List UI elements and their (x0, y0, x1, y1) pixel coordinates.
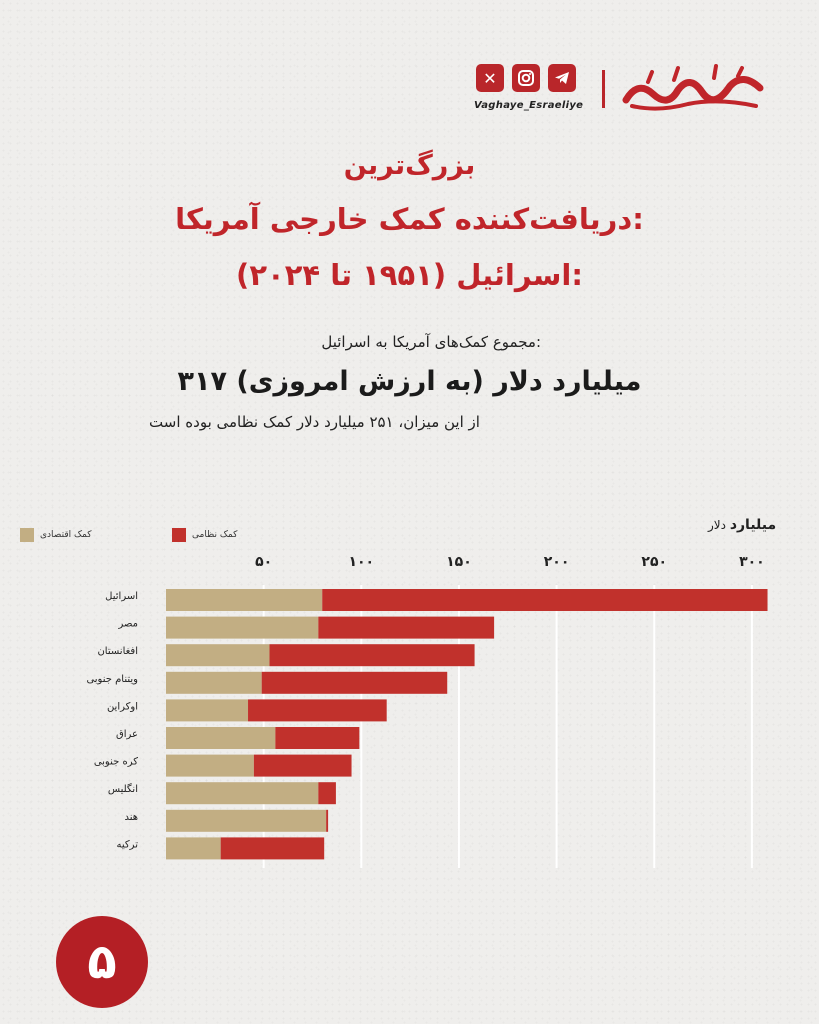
y-tick-label: اوکراین (107, 701, 138, 712)
bar-military (275, 727, 360, 749)
legend-military-swatch (172, 528, 186, 542)
telegram-icon[interactable] (548, 64, 576, 92)
x-tick-label: ۲۰۰ (544, 554, 570, 570)
total-aid-label: مجموع کمک‌های آمریکا به اسرائیل: (321, 333, 541, 351)
legend-military: کمک نظامی (172, 528, 237, 542)
y-tick-label: عراق (116, 729, 138, 740)
y-tick-label: هند (124, 812, 138, 823)
x-tick-label: ۲۵۰ (641, 554, 667, 570)
title-line-3: اسرائیل (۱۹۵۱ تا ۲۰۲۴): (236, 258, 583, 292)
legend-economic: کمک اقتصادی (20, 528, 92, 542)
legend-military-label: کمک نظامی (192, 530, 238, 540)
y-tick-label: مصر (117, 619, 138, 630)
x-tick-label: ۱۰۰ (348, 554, 374, 570)
bar-military (322, 589, 768, 611)
axis-unit-suffix: دلار (708, 518, 726, 532)
title-line-1: بزرگ‌ترین (343, 150, 476, 181)
y-tick-label: ویتنام جنوبی (86, 674, 138, 685)
bar-economic (166, 837, 221, 860)
y-tick-label: افغانستان (97, 646, 138, 657)
y-tick-label: کره جنوبی (94, 757, 138, 768)
bar-economic (166, 754, 254, 777)
bar-economic (166, 644, 270, 667)
bar-economic (166, 699, 249, 722)
bar-military (326, 809, 329, 832)
brand-logo (622, 64, 764, 111)
bar-military (318, 616, 495, 639)
bar-economic (166, 616, 319, 639)
y-tick-label: اسرائیل (105, 591, 138, 602)
instagram-icon[interactable] (512, 64, 540, 92)
bar-economic (166, 589, 323, 611)
x-icon[interactable]: ✕ (476, 64, 504, 92)
axis-unit-main: میلیارد (729, 517, 777, 533)
page-number: ۵ (87, 934, 117, 990)
bar-economic (166, 671, 262, 694)
page-number-badge: ۵ (56, 916, 148, 1008)
x-tick-label: ۵۰ (255, 554, 272, 570)
y-tick-label: انگلیس (108, 783, 138, 795)
bar-economic (166, 727, 276, 749)
bar-military (269, 644, 475, 667)
title-line-2: دریافت‌کننده کمک خارجی آمریکا: (175, 202, 644, 236)
social-icons: ✕ (476, 64, 576, 92)
aid-bar-chart: ۵۰ ۱۰۰ ۱۵۰ ۲۰۰ ۲۵۰ ۳۰۰ اسرائیل مصر افغانستان ویتن… (86, 554, 768, 868)
bar-military (253, 754, 352, 777)
bar-economic (166, 782, 319, 805)
account-handle: Vaghaye_Esraeliye (474, 100, 584, 111)
x-tick-label: ۱۵۰ (446, 554, 472, 570)
bar-economic (166, 809, 327, 832)
axis-unit: میلیارد دلار (708, 517, 776, 533)
legend-economic-swatch (20, 528, 34, 542)
military-aid-note: از این میزان، ۲۵۱ میلیارد دلار کمک نظامی… (149, 413, 480, 431)
y-tick-label: ترکیه (117, 839, 139, 850)
bar-military (261, 671, 448, 694)
bar-military (248, 699, 387, 722)
total-aid-headline: ۳۱۷ میلیارد دلار (به ارزش امروزی) (177, 366, 642, 397)
bar-military (318, 782, 336, 805)
header-divider (602, 70, 605, 108)
bar-military (220, 837, 325, 860)
legend-economic-label: کمک اقتصادی (40, 530, 92, 540)
x-tick-label: ۳۰۰ (739, 554, 765, 570)
